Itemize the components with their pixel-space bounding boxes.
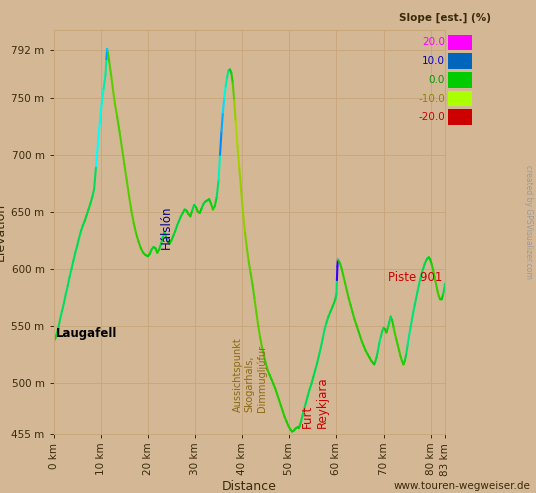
Text: Furt
Reykjara: Furt Reykjara (301, 377, 329, 428)
X-axis label: Distance: Distance (222, 480, 277, 493)
Text: Slope [est.] (%): Slope [est.] (%) (399, 12, 492, 23)
Text: Aussichtspunkt
Skogarhals,
Dimmugljúfur: Aussichtspunkt Skogarhals, Dimmugljúfur (233, 337, 266, 412)
Text: -20.0: -20.0 (418, 112, 445, 122)
Text: 20.0: 20.0 (422, 37, 445, 47)
Text: Piste 901: Piste 901 (388, 271, 443, 284)
Text: created by GPSVisualizer.com: created by GPSVisualizer.com (524, 165, 533, 279)
Text: -10.0: -10.0 (418, 94, 445, 104)
Text: Hálslón: Hálslón (160, 206, 173, 249)
Text: 10.0: 10.0 (422, 56, 445, 66)
Text: Laugafell: Laugafell (56, 327, 117, 340)
Text: 0.0: 0.0 (428, 75, 445, 85)
Y-axis label: Elevation: Elevation (0, 203, 7, 261)
Text: www.touren-wegweiser.de: www.touren-wegweiser.de (394, 481, 531, 491)
